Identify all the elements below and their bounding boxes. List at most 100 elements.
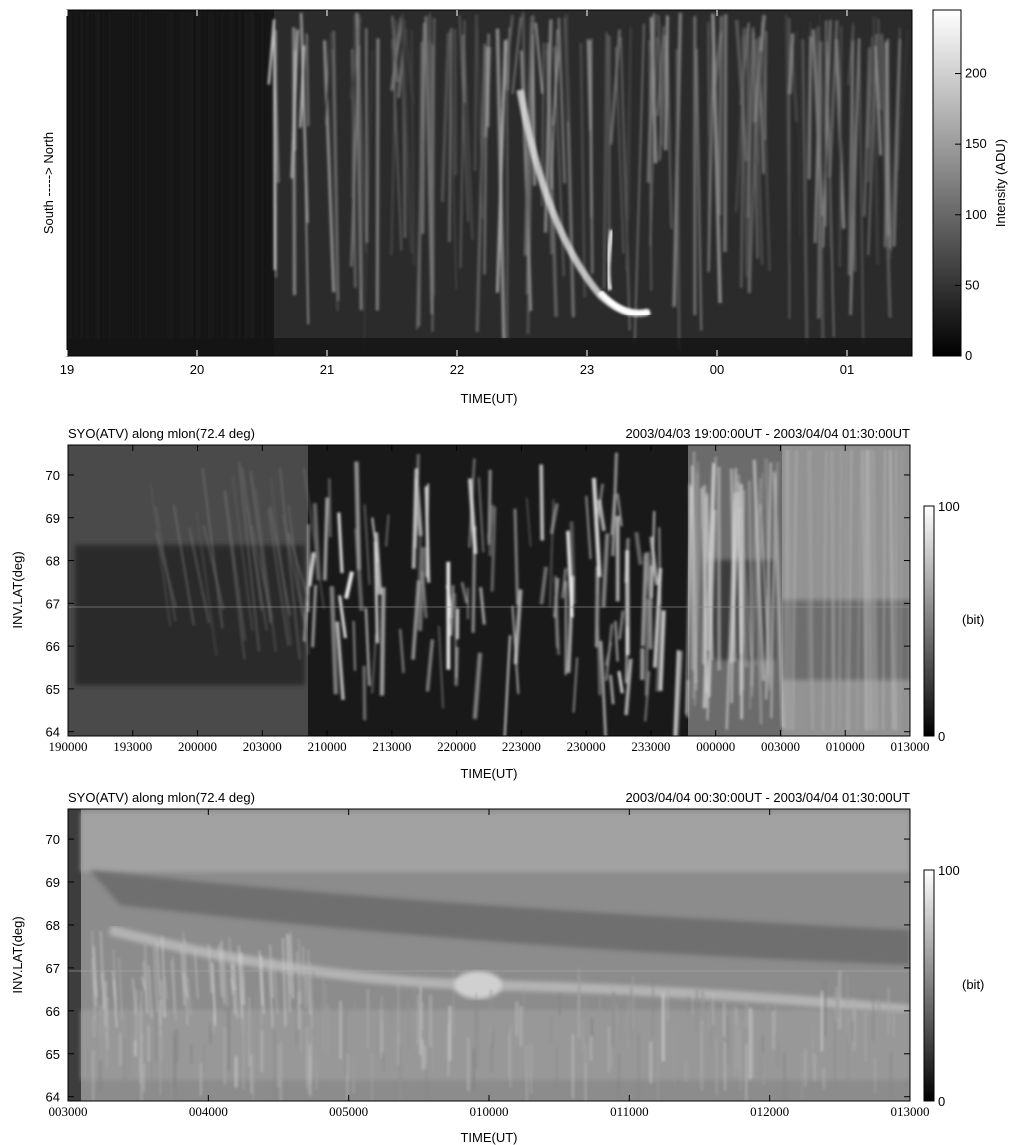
- aurora-ray: [467, 478, 478, 554]
- x-tick-label: 000000: [696, 739, 735, 754]
- aurora-ray: [254, 488, 277, 652]
- aurora-ray: [180, 944, 185, 1006]
- aurora-ray: [586, 39, 593, 131]
- x-tick-label: 213000: [372, 739, 411, 754]
- aurora-ray: [307, 552, 316, 587]
- aurora-ray: [890, 28, 901, 252]
- aurora-ray: [268, 969, 274, 1028]
- aurora-ray: [503, 635, 511, 736]
- x-tick-label: 013000: [891, 739, 930, 754]
- aurora-ray: [354, 461, 362, 570]
- y-tick-label: 66: [46, 639, 60, 654]
- x-tick-label: 203000: [243, 739, 282, 754]
- aurora-ray: [411, 468, 419, 569]
- x-tick-label: 210000: [308, 739, 347, 754]
- aurora-ray: [338, 595, 347, 639]
- aurora-ray: [760, 21, 771, 272]
- keogram-top-colorbar: 0 50 100 150 200 Intensity (ADU): [932, 9, 1008, 363]
- colorbar-tick-label: 0: [965, 348, 972, 363]
- aurora-ray: [410, 29, 415, 266]
- aurora-ray: [431, 18, 436, 332]
- aurora-ray: [856, 449, 863, 731]
- aurora-ray: [655, 606, 662, 692]
- aurora-ray: [327, 478, 332, 538]
- aurora-ray: [309, 962, 314, 1028]
- aurora-ray: [351, 14, 355, 198]
- keogram-top-xlabel: TIME(UT): [460, 391, 517, 406]
- aurora-ray: [695, 48, 703, 331]
- colorbar-tick-label: 0: [938, 729, 945, 744]
- aurora-ray: [847, 40, 855, 276]
- aurora-ray: [550, 29, 558, 189]
- aurora-ray: [238, 945, 243, 1019]
- aurora-ray: [751, 478, 762, 697]
- aurora-ray: [863, 47, 871, 217]
- aurora-ray: [163, 976, 169, 1000]
- dark-diagonal-band: [90, 870, 910, 965]
- aurora-ray: [640, 553, 648, 647]
- aurora-ray: [311, 584, 318, 648]
- keogram-bottom-panel: SYO(ATV) along mlon(72.4 deg) 2003/04/04…: [10, 790, 984, 1145]
- aurora-ray: [861, 449, 868, 731]
- aurora-ray: [634, 532, 643, 565]
- aurora-ray: [609, 674, 615, 705]
- aurora-ray: [260, 955, 265, 1015]
- aurora-ray: [618, 610, 625, 640]
- aurora-ray: [882, 449, 887, 731]
- aurora-ray: [870, 21, 875, 125]
- aurora-ray: [286, 933, 291, 1013]
- aurora-ray: [161, 935, 167, 1018]
- aurora-ray: [337, 512, 344, 574]
- aurora-ray: [230, 978, 235, 991]
- aurora-ray: [496, 40, 507, 293]
- aurora-ray: [872, 16, 879, 265]
- aurora-ray: [711, 13, 722, 304]
- aurora-ray: [601, 533, 610, 608]
- aurora-ray: [281, 937, 287, 1026]
- aurora-ray: [224, 490, 247, 641]
- aurora-ray: [425, 639, 435, 692]
- aurora-ray: [686, 680, 690, 718]
- aurora-ray: [267, 509, 290, 646]
- aurora-ray: [287, 504, 310, 655]
- aurora-ray: [472, 652, 483, 720]
- aurora-ray: [599, 640, 607, 736]
- aurora-ray: [513, 589, 523, 665]
- y-tick-label: 68: [46, 554, 60, 569]
- aurora-ray: [650, 510, 656, 599]
- aurora-ray: [172, 955, 177, 1022]
- aurora-ray: [549, 503, 559, 535]
- aurora-ray: [153, 946, 158, 1012]
- aurora-ray: [223, 962, 229, 1007]
- x-tick-label: 21: [320, 362, 334, 377]
- aurora-ray: [725, 492, 737, 730]
- aurora-ray: [112, 979, 118, 1028]
- x-tick-label: 200000: [178, 739, 217, 754]
- aurora-ray: [634, 23, 645, 343]
- x-tick-label: 01: [840, 362, 854, 377]
- aurora-ray: [874, 46, 882, 156]
- aurora-ray: [585, 495, 592, 560]
- colorbar-tick-label: 50: [965, 277, 979, 292]
- aurora-ray: [228, 936, 234, 995]
- x-tick-label: 003000: [49, 1104, 88, 1119]
- aurora-ray: [747, 480, 754, 687]
- x-tick-label: 20: [190, 362, 204, 377]
- aurora-ray: [664, 15, 669, 151]
- y-tick-label: 69: [46, 875, 60, 890]
- aurora-ray: [656, 26, 665, 116]
- aurora-ray: [809, 449, 815, 731]
- aurora-ray: [838, 25, 843, 267]
- aurora-ray: [624, 658, 633, 716]
- aurora-ray: [615, 46, 625, 254]
- top-bright-band: [81, 812, 910, 872]
- aurora-ray: [421, 22, 426, 235]
- x-tick-label: 00: [710, 362, 724, 377]
- y-tick-label: 65: [46, 1047, 60, 1062]
- aurora-ray: [302, 946, 307, 1009]
- aurora-ray: [385, 514, 390, 547]
- colorbar-tick-label: 0: [938, 1094, 945, 1109]
- x-tick-label: 233000: [631, 739, 670, 754]
- aurora-ray: [806, 449, 813, 731]
- aurora-ray: [421, 571, 428, 619]
